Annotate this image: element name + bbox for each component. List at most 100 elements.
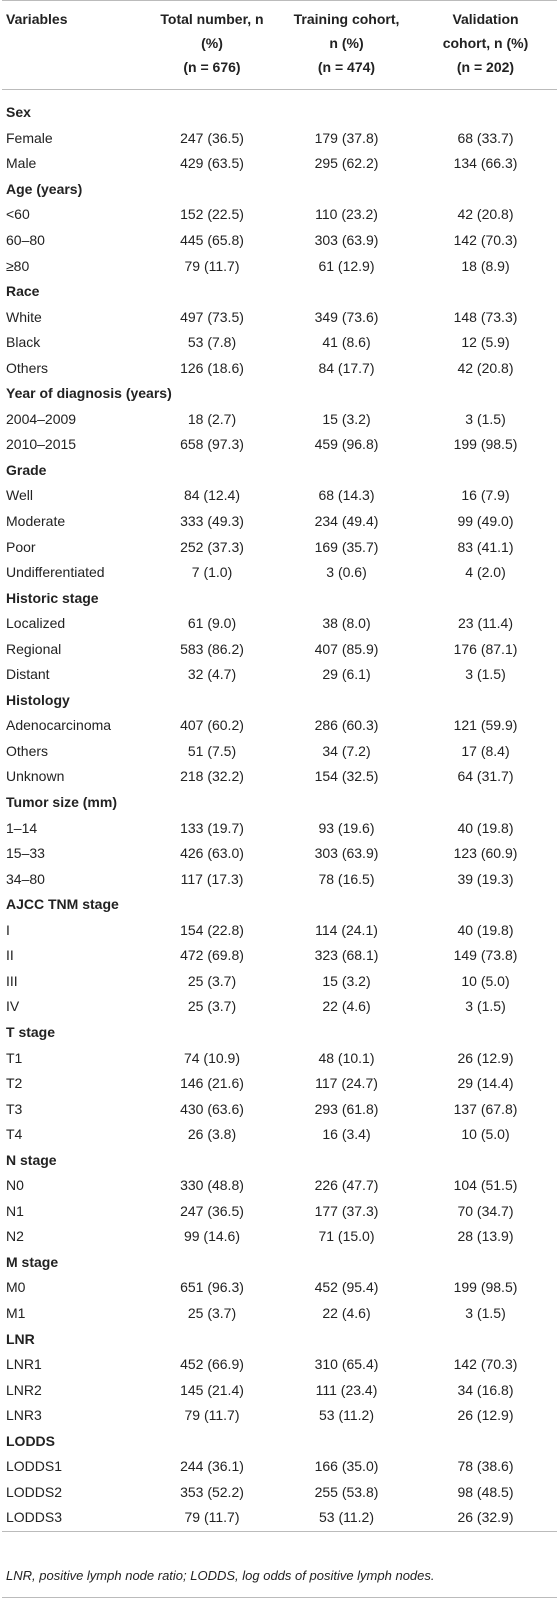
cell: 68 (14.3)	[318, 487, 375, 504]
cell: 23 (11.4)	[458, 615, 513, 632]
data-row: IV 25 (3.7) 22 (4.6) 3 (1.5)	[2, 994, 557, 1020]
cell: 25 (3.7)	[187, 972, 237, 989]
cell: 310 (65.4)	[314, 1356, 379, 1373]
cell: 98 (48.5)	[457, 1483, 514, 1500]
section-row: LODDS	[2, 1428, 557, 1454]
data-row: LODDS3 79 (11.7) 53 (11.2) 26 (32.9)	[2, 1505, 557, 1532]
cell: 142 (70.3)	[453, 1356, 518, 1373]
row-label: 34–80	[6, 870, 45, 887]
row-label: Moderate	[6, 513, 66, 530]
cell: 110 (23.2)	[315, 206, 378, 223]
cell: 199 (98.5)	[453, 1279, 518, 1296]
cell: 149 (73.8)	[453, 947, 518, 964]
row-label: T4	[6, 1126, 23, 1143]
cell: 133 (19.7)	[180, 819, 244, 836]
cell: 452 (95.4)	[314, 1279, 379, 1296]
cell: 247 (36.5)	[180, 1202, 244, 1219]
cell: 51 (7.5)	[187, 742, 237, 759]
cell: 68 (33.7)	[457, 129, 514, 146]
row-label: III	[6, 972, 18, 989]
section-row: Historic stage	[2, 585, 557, 611]
header-line: (%)	[201, 35, 223, 51]
section-row: Year of diagnosis (years)	[2, 381, 557, 407]
spacer	[2, 90, 557, 101]
data-row: 60–80 445 (65.8) 303 (63.9) 142 (70.3)	[2, 228, 557, 254]
data-row: LNR1 452 (66.9) 310 (65.4) 142 (70.3)	[2, 1352, 557, 1378]
row-label: <60	[6, 206, 30, 223]
header-cell: Total number, n (%) (n = 676)	[145, 0, 279, 90]
cell: 18 (2.7)	[187, 410, 237, 427]
section-title: Tumor size (mm)	[6, 794, 117, 811]
cell: 117 (24.7)	[315, 1075, 378, 1092]
cell: 25 (3.7)	[187, 998, 237, 1015]
cell: 16 (3.4)	[322, 1126, 371, 1143]
row-label: 2004–2009	[6, 410, 77, 427]
data-row: Female 247 (36.5) 179 (37.8) 68 (33.7)	[2, 126, 557, 152]
data-row: 34–80 117 (17.3) 78 (16.5) 39 (19.3)	[2, 866, 557, 892]
section-row: N stage	[2, 1147, 557, 1173]
cell: 61 (9.0)	[187, 615, 237, 632]
cell: 41 (8.6)	[322, 334, 371, 351]
cell: 3 (1.5)	[465, 410, 506, 427]
cell: 4 (2.0)	[465, 564, 506, 581]
cell: 25 (3.7)	[187, 1304, 237, 1321]
cell: 3 (1.5)	[465, 666, 506, 683]
row-label: LNR2	[6, 1381, 42, 1398]
row-label: LODDS1	[6, 1458, 63, 1475]
data-row: 2004–2009 18 (2.7) 15 (3.2) 3 (1.5)	[2, 407, 557, 433]
section-title: T stage	[6, 1023, 56, 1040]
cell: 84 (12.4)	[183, 487, 241, 504]
data-row: Undifferentiated 7 (1.0) 3 (0.6) 4 (2.0)	[2, 560, 557, 586]
cell: 142 (70.3)	[453, 232, 518, 248]
section-title: Historic stage	[6, 589, 99, 606]
data-row: Moderate 333 (49.3) 234 (49.4) 99 (49.0)	[2, 509, 557, 535]
cell: 330 (48.8)	[180, 1177, 244, 1194]
cell: 28 (13.9)	[457, 1228, 514, 1245]
cell: 10 (5.0)	[461, 1126, 510, 1143]
data-row: LODDS2 353 (52.2) 255 (53.8) 98 (48.5)	[2, 1480, 557, 1506]
cell: 583 (86.2)	[180, 640, 244, 657]
row-label: Unknown	[6, 768, 65, 785]
cell: 22 (4.6)	[322, 998, 371, 1015]
cell: 64 (31.7)	[457, 768, 514, 785]
row-label: LNR3	[6, 1407, 42, 1424]
footnote: LNR, positive lymph node ratio; LODDS, l…	[2, 1562, 557, 1598]
section-title: Age (years)	[6, 180, 83, 197]
header-cell: Training cohort, n (%) (n = 474)	[279, 0, 414, 90]
cell: 83 (41.1)	[457, 538, 514, 555]
cell: 247 (36.5)	[180, 129, 244, 146]
cell: 99 (14.6)	[183, 1228, 241, 1245]
data-row: Black 53 (7.8) 41 (8.6) 12 (5.9)	[2, 330, 557, 356]
cell: 42 (20.8)	[457, 359, 514, 376]
cell: 3 (1.5)	[465, 998, 506, 1015]
data-row: Localized 61 (9.0) 38 (8.0) 23 (11.4)	[2, 611, 557, 637]
cell: 40 (19.8)	[457, 921, 514, 938]
cell: 15 (3.2)	[322, 972, 371, 989]
cell: 658 (97.3)	[180, 436, 244, 453]
section-row: LNR	[2, 1326, 557, 1352]
section-title: Grade	[6, 461, 47, 478]
row-label: Others	[6, 359, 49, 376]
cell: 84 (17.7)	[318, 359, 375, 376]
cell: 176 (87.1)	[453, 640, 518, 657]
cell: 34 (7.2)	[322, 742, 371, 759]
cell: 117 (17.3)	[180, 870, 244, 887]
section-title: Race	[6, 283, 40, 300]
cell: 34 (16.8)	[457, 1381, 514, 1398]
row-label: Undifferentiated	[6, 564, 105, 581]
row-label: LODDS3	[2, 1505, 145, 1532]
cell: 32 (4.7)	[187, 666, 237, 683]
data-row: T3 430 (63.6) 293 (61.8) 137 (67.8)	[2, 1096, 557, 1122]
cell: 79 (11.7)	[145, 1505, 279, 1532]
cell: 99 (49.0)	[457, 513, 514, 530]
cell: 166 (35.0)	[314, 1458, 379, 1475]
row-label: Male	[6, 155, 37, 172]
data-row: ≥80 79 (11.7) 61 (12.9) 18 (8.9)	[2, 253, 557, 279]
section-row: AJCC TNM stage	[2, 892, 557, 918]
cell: 53 (7.8)	[187, 334, 237, 351]
cell: 26 (32.9)	[414, 1505, 557, 1532]
cell: 452 (66.9)	[180, 1356, 244, 1373]
row-label: ≥80	[6, 257, 30, 274]
header-sub: (n = 474)	[317, 59, 376, 75]
data-row: I 154 (22.8) 114 (24.1) 40 (19.8)	[2, 918, 557, 944]
